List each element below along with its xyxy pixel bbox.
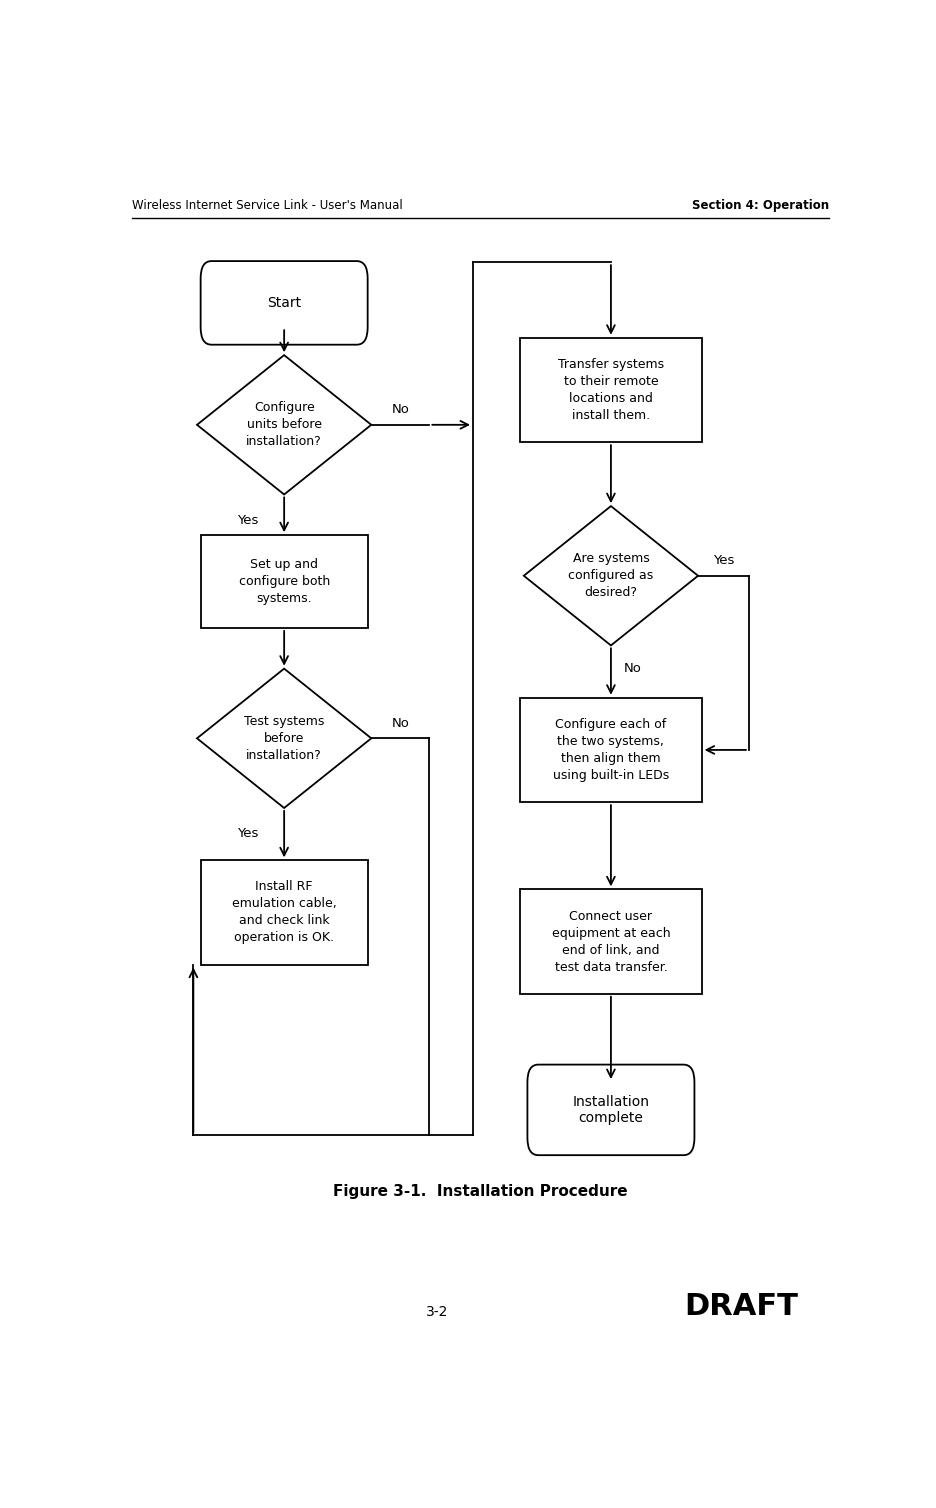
- Polygon shape: [197, 668, 371, 808]
- Text: Set up and
configure both
systems.: Set up and configure both systems.: [239, 558, 329, 605]
- Polygon shape: [523, 507, 697, 645]
- Text: Connect user
equipment at each
end of link, and
test data transfer.: Connect user equipment at each end of li…: [551, 909, 669, 974]
- Text: Yes: Yes: [237, 514, 258, 526]
- Text: No: No: [391, 403, 409, 416]
- Text: Are systems
configured as
desired?: Are systems configured as desired?: [568, 552, 652, 599]
- Text: Start: Start: [267, 296, 300, 309]
- Text: Installation
complete: Installation complete: [572, 1095, 649, 1125]
- Bar: [200, 535, 367, 627]
- Bar: [519, 698, 701, 802]
- Text: Section 4: Operation: Section 4: Operation: [691, 199, 827, 213]
- Text: Yes: Yes: [712, 553, 734, 567]
- Text: Yes: Yes: [237, 826, 258, 840]
- Text: DRAFT: DRAFT: [684, 1292, 797, 1321]
- Text: Wireless Internet Service Link - User's Manual: Wireless Internet Service Link - User's …: [131, 199, 402, 213]
- Text: Configure
units before
installation?: Configure units before installation?: [246, 401, 322, 448]
- Text: Transfer systems
to their remote
locations and
install them.: Transfer systems to their remote locatio…: [557, 357, 664, 422]
- FancyBboxPatch shape: [200, 261, 367, 345]
- Text: Test systems
before
installation?: Test systems before installation?: [243, 715, 324, 762]
- Text: Configure each of
the two systems,
then align them
using built-in LEDs: Configure each of the two systems, then …: [552, 718, 668, 783]
- Bar: [519, 890, 701, 994]
- Polygon shape: [197, 354, 371, 495]
- Text: 3-2: 3-2: [425, 1304, 447, 1320]
- FancyBboxPatch shape: [527, 1065, 694, 1155]
- Text: Install RF
emulation cable,
and check link
operation is OK.: Install RF emulation cable, and check li…: [231, 881, 336, 944]
- Text: No: No: [391, 716, 409, 730]
- Bar: [200, 860, 367, 965]
- Bar: [519, 338, 701, 442]
- Text: No: No: [623, 662, 641, 676]
- Text: Figure 3-1.  Installation Procedure: Figure 3-1. Installation Procedure: [332, 1184, 627, 1199]
